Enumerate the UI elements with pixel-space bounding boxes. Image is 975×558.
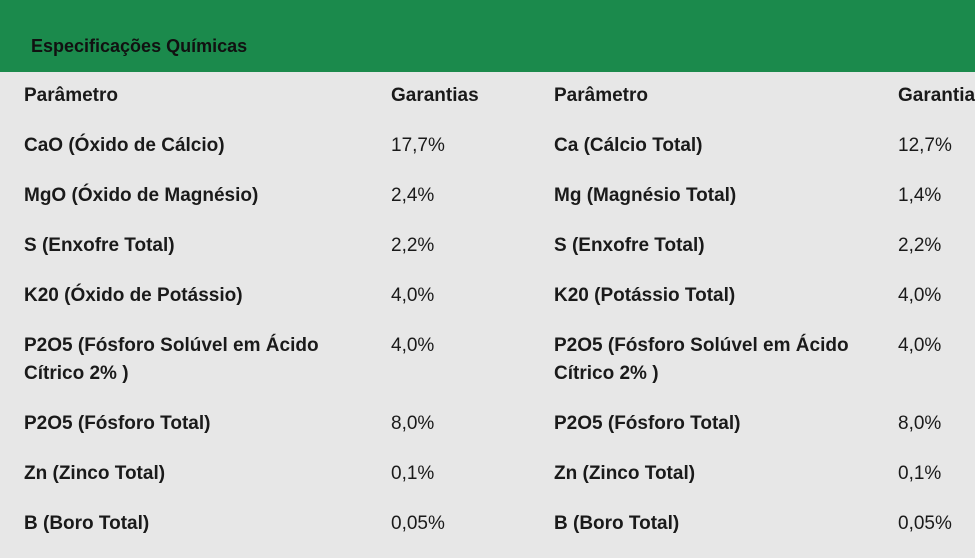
left-parameter-cell: Zn (Zinco Total): [24, 463, 166, 484]
right-value-cell: 12,7%: [898, 135, 952, 156]
table-row: B (Boro Total) 0,05% B (Boro Total) 0,05%: [0, 508, 975, 558]
column-header-parameter-right: Parâmetro: [554, 85, 648, 106]
left-parameter-cell: MgO (Óxido de Magnésio): [24, 185, 259, 206]
right-value-cell: 0,05%: [898, 513, 952, 534]
left-parameter-cell: P2O5 (Fósforo Solúvel em Ácido Cítrico 2…: [24, 335, 319, 384]
right-parameter-cell: Ca (Cálcio Total): [554, 135, 703, 156]
right-parameter-cell: P2O5 (Fósforo Total): [554, 413, 741, 434]
right-value-cell: 0,1%: [898, 463, 942, 484]
left-parameter-cell: CaO (Óxido de Cálcio): [24, 135, 225, 156]
right-parameter-cell: S (Enxofre Total): [554, 235, 705, 256]
left-value-cell: 2,2%: [391, 235, 435, 256]
table-row: P2O5 (Fósforo Total) 8,0% P2O5 (Fósforo To…: [0, 408, 975, 458]
right-parameter-cell: Zn (Zinco Total): [554, 463, 696, 484]
column-header-parameter-left: Parâmetro: [24, 85, 118, 106]
right-value-cell: 4,0%: [898, 335, 942, 356]
left-parameter-cell: P2O5 (Fósforo Total): [24, 413, 211, 434]
left-value-cell: 4,0%: [391, 335, 435, 356]
section-header: Especificações Químicas: [0, 0, 975, 72]
left-value-cell: 4,0%: [391, 285, 435, 306]
table-header-row: Parâmetro Garantias Parâmetro Garantias: [0, 78, 975, 130]
right-parameter-cell: K20 (Potássio Total): [554, 285, 736, 306]
table-row: S (Enxofre Total) 2,2% S (Enxofre Total) 2,…: [0, 230, 975, 280]
specifications-table: Parâmetro Garantias Parâmetro Garantias …: [0, 78, 975, 558]
left-value-cell: 17,7%: [391, 135, 445, 156]
right-value-cell: 8,0%: [898, 413, 942, 434]
table-row: P2O5 (Fósforo Solúvel em Ácido Cítrico 2…: [0, 330, 975, 408]
right-parameter-cell: P2O5 (Fósforo Solúvel em Ácido Cítrico 2…: [554, 335, 849, 384]
right-value-cell: 1,4%: [898, 185, 942, 206]
left-value-cell: 8,0%: [391, 413, 435, 434]
table-row: K20 (Óxido de Potássio) 4,0% K20 (Potássio…: [0, 280, 975, 330]
right-parameter-cell: Mg (Magnésio Total): [554, 185, 737, 206]
left-parameter-cell: S (Enxofre Total): [24, 235, 175, 256]
right-parameter-cell: B (Boro Total): [554, 513, 680, 534]
left-value-cell: 2,4%: [391, 185, 435, 206]
column-header-guarantee-right: Garantias: [898, 85, 975, 106]
table-row: Zn (Zinco Total) 0,1% Zn (Zinco Total) 0,1%: [0, 458, 975, 508]
page-title: Especificações Químicas: [31, 36, 248, 56]
left-value-cell: 0,05%: [391, 513, 445, 534]
left-parameter-cell: B (Boro Total): [24, 513, 150, 534]
right-value-cell: 2,2%: [898, 235, 942, 256]
table-row: MgO (Óxido de Magnésio) 2,4% Mg (Magnésio …: [0, 180, 975, 230]
right-value-cell: 4,0%: [898, 285, 942, 306]
left-value-cell: 0,1%: [391, 463, 435, 484]
left-parameter-cell: K20 (Óxido de Potássio): [24, 285, 243, 306]
column-header-guarantee-left: Garantias: [391, 85, 479, 106]
table-row: CaO (Óxido de Cálcio) 17,7% Ca (Cálcio Tot…: [0, 130, 975, 180]
